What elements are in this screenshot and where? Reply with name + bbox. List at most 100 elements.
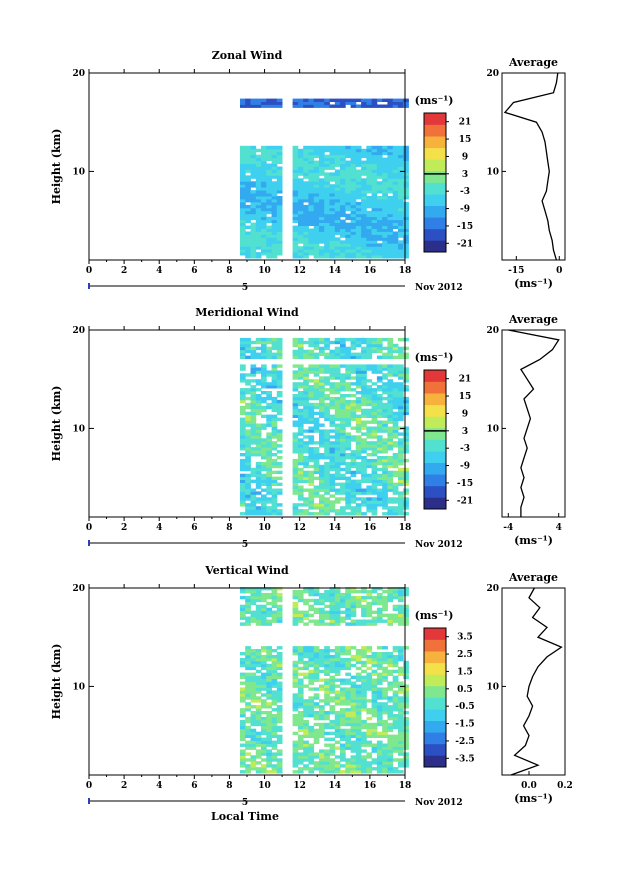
heatmap-cell (266, 749, 272, 753)
heatmap-cell (266, 199, 272, 203)
heatmap-cell (292, 479, 299, 483)
heatmap-cell (292, 755, 299, 759)
heatmap-cell (308, 243, 315, 247)
heatmap-cell (345, 337, 351, 342)
heatmap-cell (350, 184, 357, 188)
heatmap-cell (240, 175, 246, 179)
heatmap-cell (355, 193, 362, 197)
heatmap-cell (366, 435, 373, 439)
heatmap-cell (240, 622, 246, 626)
heatmap-cell (366, 104, 373, 108)
heatmap-cell (398, 734, 404, 738)
heatmap-cell (313, 610, 320, 614)
heatmap-cell (329, 592, 336, 597)
heatmap-cell (355, 461, 362, 466)
heatmap-cell (324, 770, 330, 774)
heatmap-cell (387, 613, 394, 617)
heatmap-cell (387, 234, 394, 238)
heatmap-cell (329, 719, 336, 724)
heatmap-cell (266, 690, 272, 694)
heatmap-cell (371, 461, 378, 466)
heatmap-cell (261, 705, 267, 709)
heatmap-cell (329, 675, 336, 679)
heatmap-cell (313, 166, 320, 170)
heatmap-cell (261, 758, 267, 762)
heatmap-cell (240, 373, 246, 377)
heatmap (240, 337, 409, 516)
heatmap-cell (345, 148, 351, 153)
heatmap-cell (240, 231, 246, 235)
heatmap-cell (382, 376, 388, 380)
heatmap-cell (392, 385, 399, 389)
heatmap-cell (250, 181, 257, 185)
heatmap-cell (355, 145, 362, 150)
heatmap-cell (303, 734, 309, 738)
heatmap-cell (250, 450, 257, 454)
profile-y-tick-label: 20 (486, 326, 499, 336)
heatmap-cell (245, 101, 251, 105)
heatmap-cell (371, 349, 378, 354)
heatmap-cell (398, 184, 404, 188)
heatmap-cell (255, 370, 262, 374)
heatmap-cell (250, 414, 257, 418)
heatmap-cell (245, 237, 251, 241)
heatmap-cell (292, 175, 299, 179)
heatmap-cell (350, 388, 357, 392)
heatmap-cell (403, 764, 409, 768)
heatmap-cell (371, 497, 378, 501)
heatmap-cell (350, 210, 357, 215)
heatmap-cell (297, 163, 304, 167)
heatmap-cell (292, 196, 299, 200)
heatmap-cell (392, 187, 399, 191)
heatmap-cell (271, 246, 278, 250)
heatmap-cell (382, 734, 388, 738)
heatmap-cell (245, 719, 251, 724)
heatmap-cell (255, 604, 262, 609)
heatmap-cell (303, 464, 309, 469)
heatmap-cell (340, 388, 346, 392)
heatmap-cell (255, 352, 262, 356)
heatmap-cell (340, 394, 346, 398)
heatmap-cell (292, 154, 299, 159)
heatmap-cell (261, 654, 267, 659)
heatmap-cell (319, 187, 325, 191)
heatmap-cell (403, 610, 409, 614)
heatmap-cell (350, 213, 357, 218)
heatmap-cell (361, 154, 367, 159)
heatmap-cell (261, 672, 267, 676)
heatmap-cell (355, 743, 362, 747)
heatmap-cell (308, 405, 315, 410)
heatmap-cell (319, 438, 325, 442)
heatmap-cell (392, 592, 399, 597)
heatmap-cell (387, 426, 394, 430)
heatmap-cell (313, 184, 320, 188)
heatmap-cell (319, 193, 325, 197)
heatmap-cell (261, 731, 267, 736)
heatmap-cell (271, 196, 278, 200)
heatmap-cell (261, 222, 267, 226)
heatmap-cell (303, 590, 309, 594)
heatmap-cell (276, 716, 283, 721)
heatmap-cell (261, 610, 267, 614)
heatmap-cell (329, 373, 336, 377)
heatmap-cell (329, 154, 336, 159)
heatmap-cell (403, 444, 409, 448)
heatmap-cell (345, 681, 351, 685)
heatmap-cell (392, 705, 399, 709)
heatmap-cell (250, 447, 257, 451)
heatmap-cell (340, 711, 346, 715)
heatmap-cell (292, 622, 299, 626)
heatmap-cell (355, 711, 362, 715)
heatmap-cell (313, 178, 320, 182)
heatmap-cell (297, 104, 304, 108)
heatmap-cell (240, 587, 246, 591)
heatmap-cell (261, 456, 267, 460)
heatmap-cell (376, 749, 383, 753)
heatmap-cell (250, 613, 257, 617)
heatmap-cell (392, 497, 399, 501)
heatmap-cell (266, 761, 272, 765)
heatmap-cell (398, 204, 404, 209)
heatmap-cell (334, 734, 341, 738)
heatmap-cell (403, 684, 409, 688)
heatmap-cell (250, 225, 257, 229)
